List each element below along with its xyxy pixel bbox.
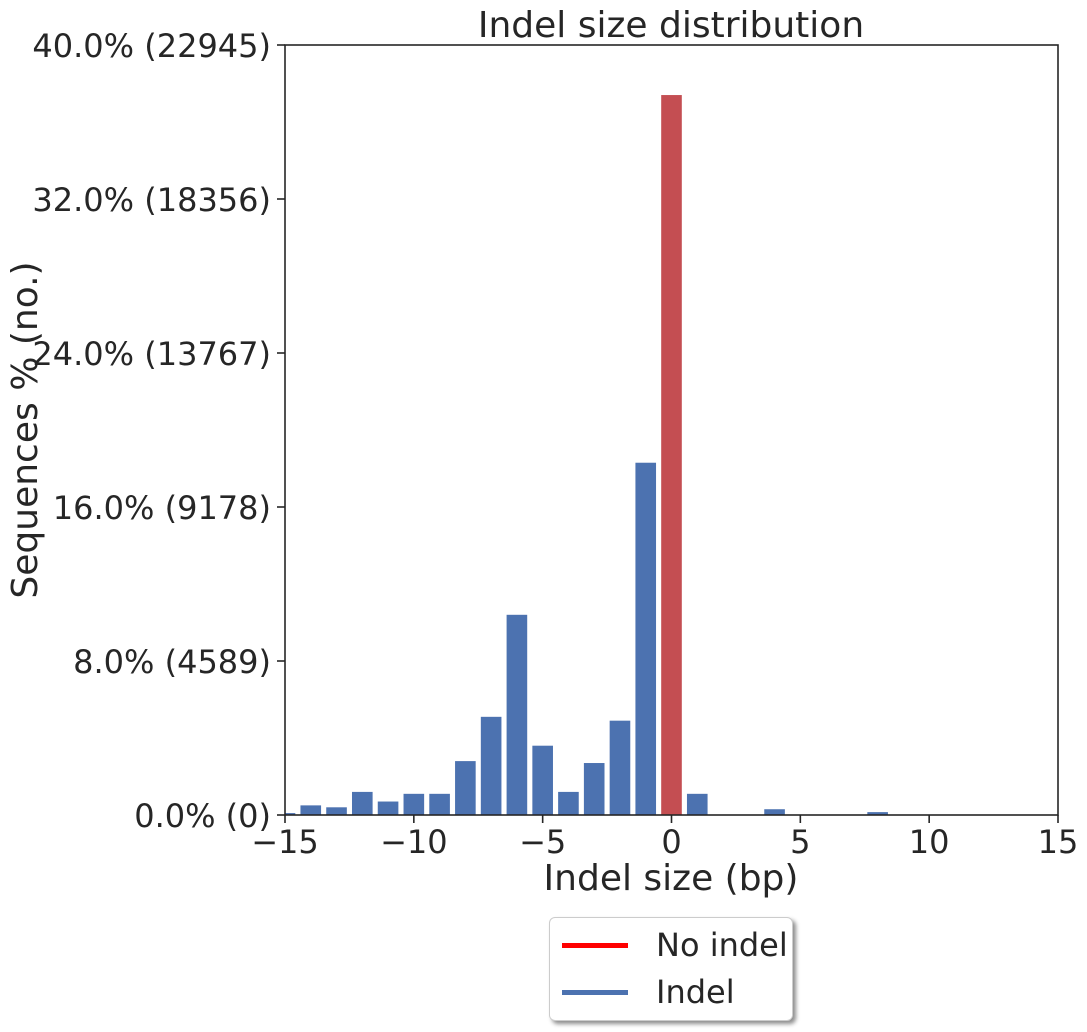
bar-indel--1 <box>635 462 657 815</box>
bar-indel--9 <box>429 793 450 815</box>
bar-indel--3 <box>583 763 605 815</box>
bar-indel-4 <box>764 809 785 815</box>
bars-group <box>285 95 888 815</box>
x-tick-label: −15 <box>251 823 319 861</box>
y-axis: 0.0% (0) 8.0% (4589) 16.0% (9178) 24.0% (13… <box>32 27 285 835</box>
bar-indel--8 <box>455 761 476 815</box>
legend-label-no-indel: No indel <box>656 926 788 964</box>
legend-item-no-indel: No indel <box>550 925 792 965</box>
bar-indel--10 <box>403 793 425 815</box>
legend-swatch-no-indel <box>562 942 628 948</box>
x-tick-label: 0 <box>661 823 681 861</box>
y-tick-label: 0.0% (0) <box>134 797 271 835</box>
bar-indel--11 <box>377 801 399 815</box>
bar-indel-8 <box>867 812 888 815</box>
y-axis-label: Sequences % (no.) <box>5 261 46 598</box>
y-tick-label: 24.0% (13767) <box>32 335 271 373</box>
x-tick-label: 15 <box>1038 823 1079 861</box>
bar-indel--15 <box>285 813 296 815</box>
x-tick-label: 5 <box>790 823 810 861</box>
y-tick-label: 40.0% (22945) <box>32 27 271 65</box>
x-tick-label: −5 <box>519 823 566 861</box>
bar-indel--5 <box>532 745 553 815</box>
legend-swatch-indel <box>562 989 628 995</box>
bar-indel--2 <box>609 720 631 815</box>
y-tick-label: 16.0% (9178) <box>53 489 271 527</box>
bar-indel--6 <box>506 614 528 815</box>
x-axis-label: Indel size (bp) <box>544 858 799 899</box>
bar-indel--14 <box>300 805 322 815</box>
bar-indel--13 <box>326 807 347 815</box>
chart-title: Indel size distribution <box>478 5 864 46</box>
plot-frame <box>284 44 1059 816</box>
y-tick-label: 8.0% (4589) <box>73 643 271 681</box>
legend: No indel Indel <box>549 917 793 1021</box>
bar-indel--4 <box>558 791 579 815</box>
x-axis: −15 −10 −5 0 5 10 15 <box>251 815 1078 861</box>
legend-label-indel: Indel <box>656 973 735 1011</box>
bar-no-indel-0 <box>661 95 682 815</box>
x-tick-label: 10 <box>909 823 950 861</box>
bar-indel-1 <box>686 793 708 815</box>
y-tick-label: 32.0% (18356) <box>32 181 271 219</box>
bar-indel--7 <box>480 716 502 815</box>
legend-item-indel: Indel <box>550 972 792 1012</box>
x-tick-label: −10 <box>380 823 448 861</box>
bar-indel--12 <box>351 791 373 815</box>
